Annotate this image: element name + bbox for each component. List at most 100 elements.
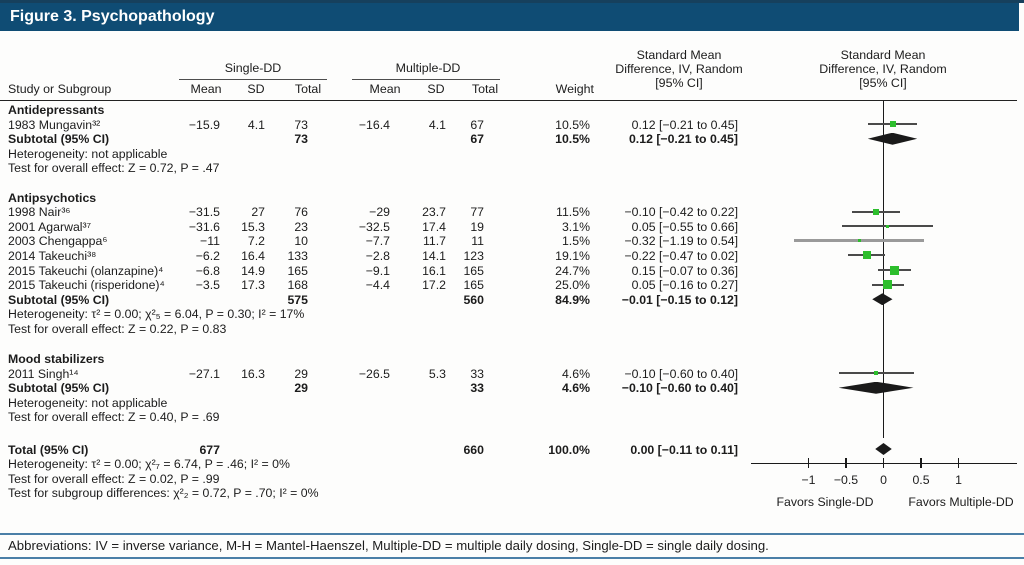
- cell-m_total: 165: [463, 263, 484, 278]
- section-header: Mood stabilizers: [8, 352, 105, 366]
- x-axis-tick-label: −0.5: [833, 473, 859, 487]
- cell-m_total: 165: [463, 278, 484, 293]
- cell-s_total: 29: [294, 381, 308, 396]
- multiple-dd-group-header: Multiple-DD: [395, 61, 461, 75]
- cell-weight: 84.9%: [555, 292, 590, 307]
- cell-s_total: 10: [294, 234, 308, 249]
- x-axis-tick-label: −1: [801, 473, 816, 487]
- cell-m_mean: −32.5: [358, 219, 390, 234]
- favors-left-label: Favors Single-DD: [776, 495, 874, 509]
- cell-s_total: 575: [287, 292, 308, 307]
- cell-m_total: 67: [470, 132, 484, 147]
- x-axis-tick: [957, 458, 960, 468]
- study-point-marker: [873, 208, 879, 215]
- subtotal-label: Subtotal (95% CI): [8, 292, 110, 307]
- cell-total-single: 677: [199, 442, 220, 457]
- x-axis-tick-label: 0: [880, 473, 887, 487]
- stat-note: Heterogeneity: τ² = 0.00; χ²₅ = 6.04, P …: [8, 307, 305, 322]
- cell-m_sd: 17.4: [422, 219, 446, 234]
- study-label: 2003 Chengappa⁶: [8, 234, 108, 249]
- cell-s_sd: 16.3: [241, 366, 265, 381]
- study-point-marker: [863, 251, 871, 260]
- footer-rule-top: [0, 533, 1024, 535]
- x-axis-tick: [882, 458, 885, 468]
- cell-s_mean: −6.2: [195, 248, 220, 263]
- cell-s_total: 73: [294, 117, 308, 132]
- study-point-marker: [882, 280, 892, 290]
- cell-weight: 1.5%: [561, 234, 590, 249]
- cell-m_sd: 23.7: [422, 205, 446, 220]
- cell-ci: −0.10 [−0.60 to 0.40]: [621, 381, 738, 396]
- stat-note: Test for overall effect: Z = 0.72, P = .…: [8, 161, 220, 176]
- cell-m_total: 77: [470, 205, 484, 220]
- smd-text-column-header: Standard Mean Difference, IV, Random [95…: [615, 48, 743, 90]
- cell-m_total: 67: [470, 117, 484, 132]
- cell-ci: −0.10 [−0.60 to 0.40]: [624, 366, 738, 381]
- cell-weight: 19.1%: [555, 248, 590, 263]
- cell-weight: 10.5%: [555, 117, 590, 132]
- cell-m_sd: 14.1: [422, 248, 446, 263]
- pooled-diamond: [838, 381, 914, 394]
- cell-m_total: 11: [471, 234, 484, 249]
- study-label: 1983 Mungavin³²: [8, 117, 101, 132]
- cell-m_sd: 5.3: [428, 366, 446, 381]
- favors-right-label: Favors Multiple-DD: [908, 495, 1014, 509]
- cell-m_total: 123: [463, 248, 484, 263]
- cell-s_total: 73: [294, 132, 308, 147]
- stat-note: Test for overall effect: Z = 0.22, P = 0…: [8, 321, 227, 336]
- x-axis-tick: [845, 458, 847, 468]
- cell-s_total: 168: [287, 278, 308, 293]
- stat-note: Heterogeneity: τ² = 0.00; χ²₇ = 6.74, P …: [8, 457, 290, 472]
- cell-m_total: 33: [470, 366, 484, 381]
- cell-s_mean: −3.5: [195, 278, 220, 293]
- stat-note: Test for subgroup differences: χ²₂ = 0.7…: [8, 486, 319, 501]
- x-axis-tick-label: 0.5: [912, 473, 930, 487]
- cell-weight: 3.1%: [561, 219, 590, 234]
- cell-s_mean: −15.9: [188, 117, 220, 132]
- single-total-header: Total: [294, 82, 322, 96]
- multiple-total-header: Total: [471, 82, 499, 96]
- x-axis-tick: [920, 458, 922, 468]
- figure-title: Figure 3. Psychopathology: [10, 8, 215, 25]
- cell-s_total: 133: [287, 248, 308, 263]
- section-header: Antidepressants: [8, 103, 105, 117]
- cell-m_sd: 16.1: [422, 263, 446, 278]
- cell-s_sd: 7.2: [247, 234, 265, 249]
- top-border-rule: [0, 0, 1024, 3]
- cell-m_sd: 17.2: [422, 278, 446, 293]
- cell-s_sd: 16.4: [241, 248, 265, 263]
- multiple-dd-underline: [352, 78, 500, 80]
- cell-ci: 0.15 [−0.07 to 0.36]: [631, 263, 738, 278]
- cell-s_sd: 17.3: [241, 278, 265, 293]
- study-label: 2014 Takeuchi³⁸: [8, 248, 97, 263]
- single-dd-underline: [179, 78, 327, 80]
- smd-plot-column-header: Standard Mean Difference, IV, Random [95…: [819, 48, 947, 90]
- single-mean-header: Mean: [190, 82, 222, 96]
- study-label: 2015 Takeuchi (olanzapine)⁴: [8, 263, 164, 278]
- cell-weight: 24.7%: [555, 263, 590, 278]
- cell-ci: −0.22 [−0.47 to 0.02]: [624, 248, 738, 263]
- cell-s_sd: 15.3: [241, 219, 265, 234]
- single-dd-group-header: Single-DD: [224, 61, 282, 75]
- cell-s_mean: −6.8: [195, 263, 220, 278]
- study-point-marker: [874, 371, 878, 376]
- single-sd-header: SD: [247, 82, 265, 96]
- cell-s_total: 76: [294, 205, 308, 220]
- abbreviations-note: Abbreviations: IV = inverse variance, M-…: [8, 538, 769, 553]
- cell-s_sd: 4.1: [247, 117, 265, 132]
- cell-m_sd: 11.7: [422, 234, 446, 249]
- cell-s_sd: 14.9: [241, 263, 265, 278]
- study-point-marker: [889, 121, 896, 128]
- multiple-mean-header: Mean: [369, 82, 401, 96]
- cell-s_mean: −11: [200, 234, 220, 249]
- cell-m_mean: −7.7: [365, 234, 390, 249]
- x-axis-tick: [807, 458, 810, 468]
- cell-m_mean: −4.4: [365, 278, 390, 293]
- multiple-sd-header: SD: [427, 82, 445, 96]
- cell-m_mean: −26.5: [358, 366, 390, 381]
- study-point-marker: [885, 224, 889, 228]
- cell-s_mean: −31.6: [188, 219, 220, 234]
- subtotal-label: Subtotal (95% CI): [8, 381, 110, 396]
- total-label: Total (95% CI): [8, 442, 89, 457]
